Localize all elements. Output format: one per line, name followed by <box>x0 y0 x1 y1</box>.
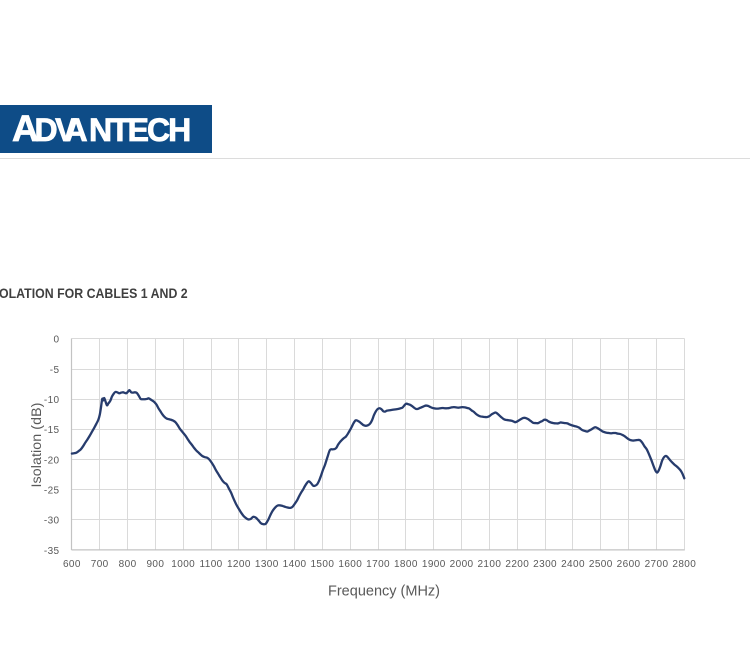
svg-text:1200: 1200 <box>227 559 251 570</box>
svg-text:2700: 2700 <box>645 559 669 570</box>
svg-text:-5: -5 <box>50 365 60 376</box>
svg-text:Frequency (MHz): Frequency (MHz) <box>328 584 440 600</box>
svg-text:-20: -20 <box>44 455 60 466</box>
svg-text:1900: 1900 <box>422 559 446 570</box>
svg-text:2100: 2100 <box>477 559 501 570</box>
svg-text:1700: 1700 <box>366 559 390 570</box>
svg-text:-15: -15 <box>44 425 60 436</box>
svg-text:1000: 1000 <box>171 559 195 570</box>
svg-text:-30: -30 <box>44 516 60 527</box>
svg-text:2400: 2400 <box>561 559 585 570</box>
svg-text:1500: 1500 <box>310 559 334 570</box>
svg-text:0: 0 <box>54 335 60 346</box>
svg-text:1400: 1400 <box>283 559 307 570</box>
svg-text:2800: 2800 <box>672 559 696 570</box>
svg-text:-10: -10 <box>44 395 60 406</box>
svg-text:1600: 1600 <box>338 559 362 570</box>
svg-text:2300: 2300 <box>533 559 557 570</box>
svg-text:1100: 1100 <box>200 559 223 570</box>
svg-text:700: 700 <box>91 559 109 570</box>
svg-text:2200: 2200 <box>505 559 529 570</box>
svg-text:900: 900 <box>146 559 164 570</box>
svg-text:600: 600 <box>63 559 81 570</box>
svg-text:2600: 2600 <box>617 559 641 570</box>
svg-text:Isolation (dB): Isolation (dB) <box>29 403 45 488</box>
svg-text:-25: -25 <box>44 486 60 497</box>
svg-text:1800: 1800 <box>394 559 418 570</box>
svg-text:2000: 2000 <box>450 559 474 570</box>
svg-text:-35: -35 <box>44 546 60 557</box>
svg-text:1300: 1300 <box>255 559 279 570</box>
svg-text:2500: 2500 <box>589 559 613 570</box>
svg-text:800: 800 <box>119 559 137 570</box>
